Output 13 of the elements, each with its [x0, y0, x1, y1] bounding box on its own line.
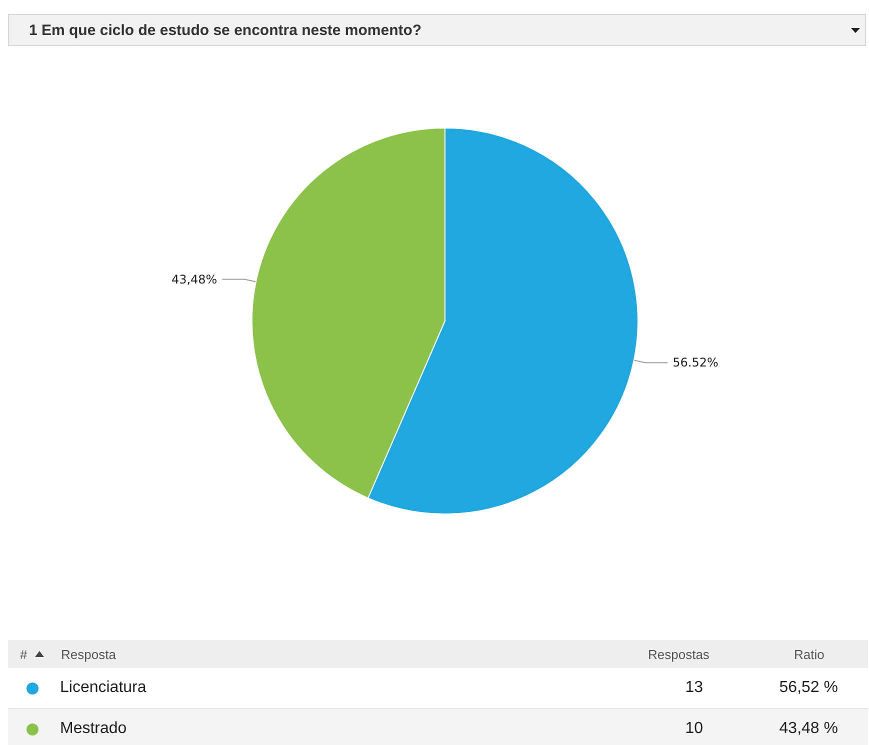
chart-title: 1 Em que ciclo de estudo se encontra neste momento?: [29, 22, 422, 39]
text: 56,52 %: [779, 679, 838, 697]
legend-label: Licenciatura: [60, 679, 146, 697]
text: 13: [685, 679, 703, 697]
text: 10: [685, 720, 703, 738]
data-label: 43,48%: [171, 272, 218, 286]
text: Respostas: [648, 647, 710, 662]
legend-label: Mestrado: [60, 720, 127, 738]
data-label: 56.52%: [672, 356, 718, 370]
text: Resposta: [61, 647, 116, 662]
text: 43,48 %: [779, 720, 838, 738]
text: Ratio: [794, 647, 824, 662]
text: #: [20, 647, 28, 662]
